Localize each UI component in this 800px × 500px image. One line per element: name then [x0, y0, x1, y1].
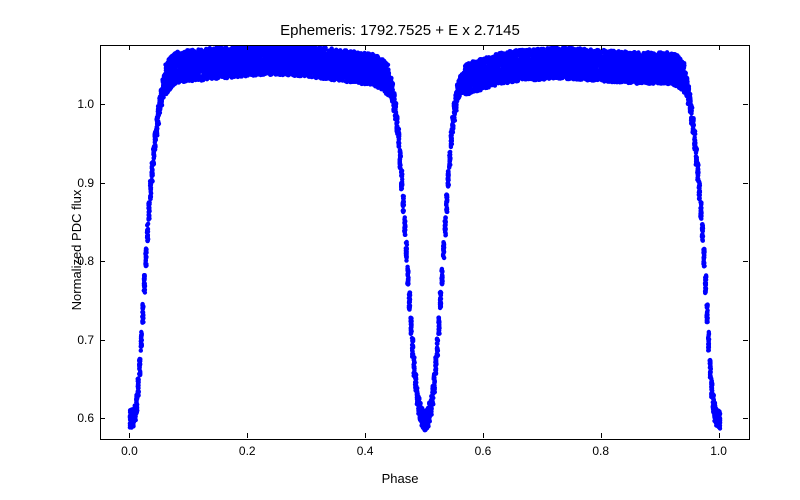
xtick-mark — [719, 45, 720, 50]
chart-title: Ephemeris: 1792.7525 + E x 2.7145 — [0, 22, 800, 39]
ytick-mark — [743, 183, 748, 184]
xtick-mark — [365, 45, 366, 50]
xtick-mark — [129, 433, 130, 438]
x-axis-label: Phase — [0, 471, 800, 486]
xtick-label: 1.0 — [710, 444, 727, 458]
ytick-mark — [100, 104, 105, 105]
y-axis-label: Normalized PDC flux — [69, 190, 84, 311]
data-points — [101, 46, 749, 439]
xtick-mark — [483, 45, 484, 50]
ytick-mark — [743, 418, 748, 419]
ytick-label: 1.0 — [77, 97, 94, 111]
ytick-mark — [100, 418, 105, 419]
ytick-label: 0.8 — [77, 254, 94, 268]
ytick-mark — [743, 261, 748, 262]
xtick-label: 0.0 — [121, 444, 138, 458]
xtick-mark — [719, 433, 720, 438]
ytick-label: 0.7 — [77, 333, 94, 347]
xtick-mark — [247, 433, 248, 438]
ytick-mark — [100, 261, 105, 262]
light-curve-chart: Ephemeris: 1792.7525 + E x 2.7145 Normal… — [0, 0, 800, 500]
xtick-mark — [601, 45, 602, 50]
ytick-label: 0.9 — [77, 176, 94, 190]
xtick-mark — [601, 433, 602, 438]
ytick-mark — [100, 183, 105, 184]
xtick-mark — [129, 45, 130, 50]
ytick-label: 0.6 — [77, 411, 94, 425]
xtick-label: 0.2 — [239, 444, 256, 458]
ytick-mark — [743, 340, 748, 341]
xtick-label: 0.8 — [592, 444, 609, 458]
ytick-mark — [743, 104, 748, 105]
plot-area — [100, 45, 750, 440]
xtick-mark — [247, 45, 248, 50]
ytick-mark — [100, 340, 105, 341]
xtick-label: 0.4 — [357, 444, 374, 458]
xtick-label: 0.6 — [475, 444, 492, 458]
xtick-mark — [483, 433, 484, 438]
xtick-mark — [365, 433, 366, 438]
